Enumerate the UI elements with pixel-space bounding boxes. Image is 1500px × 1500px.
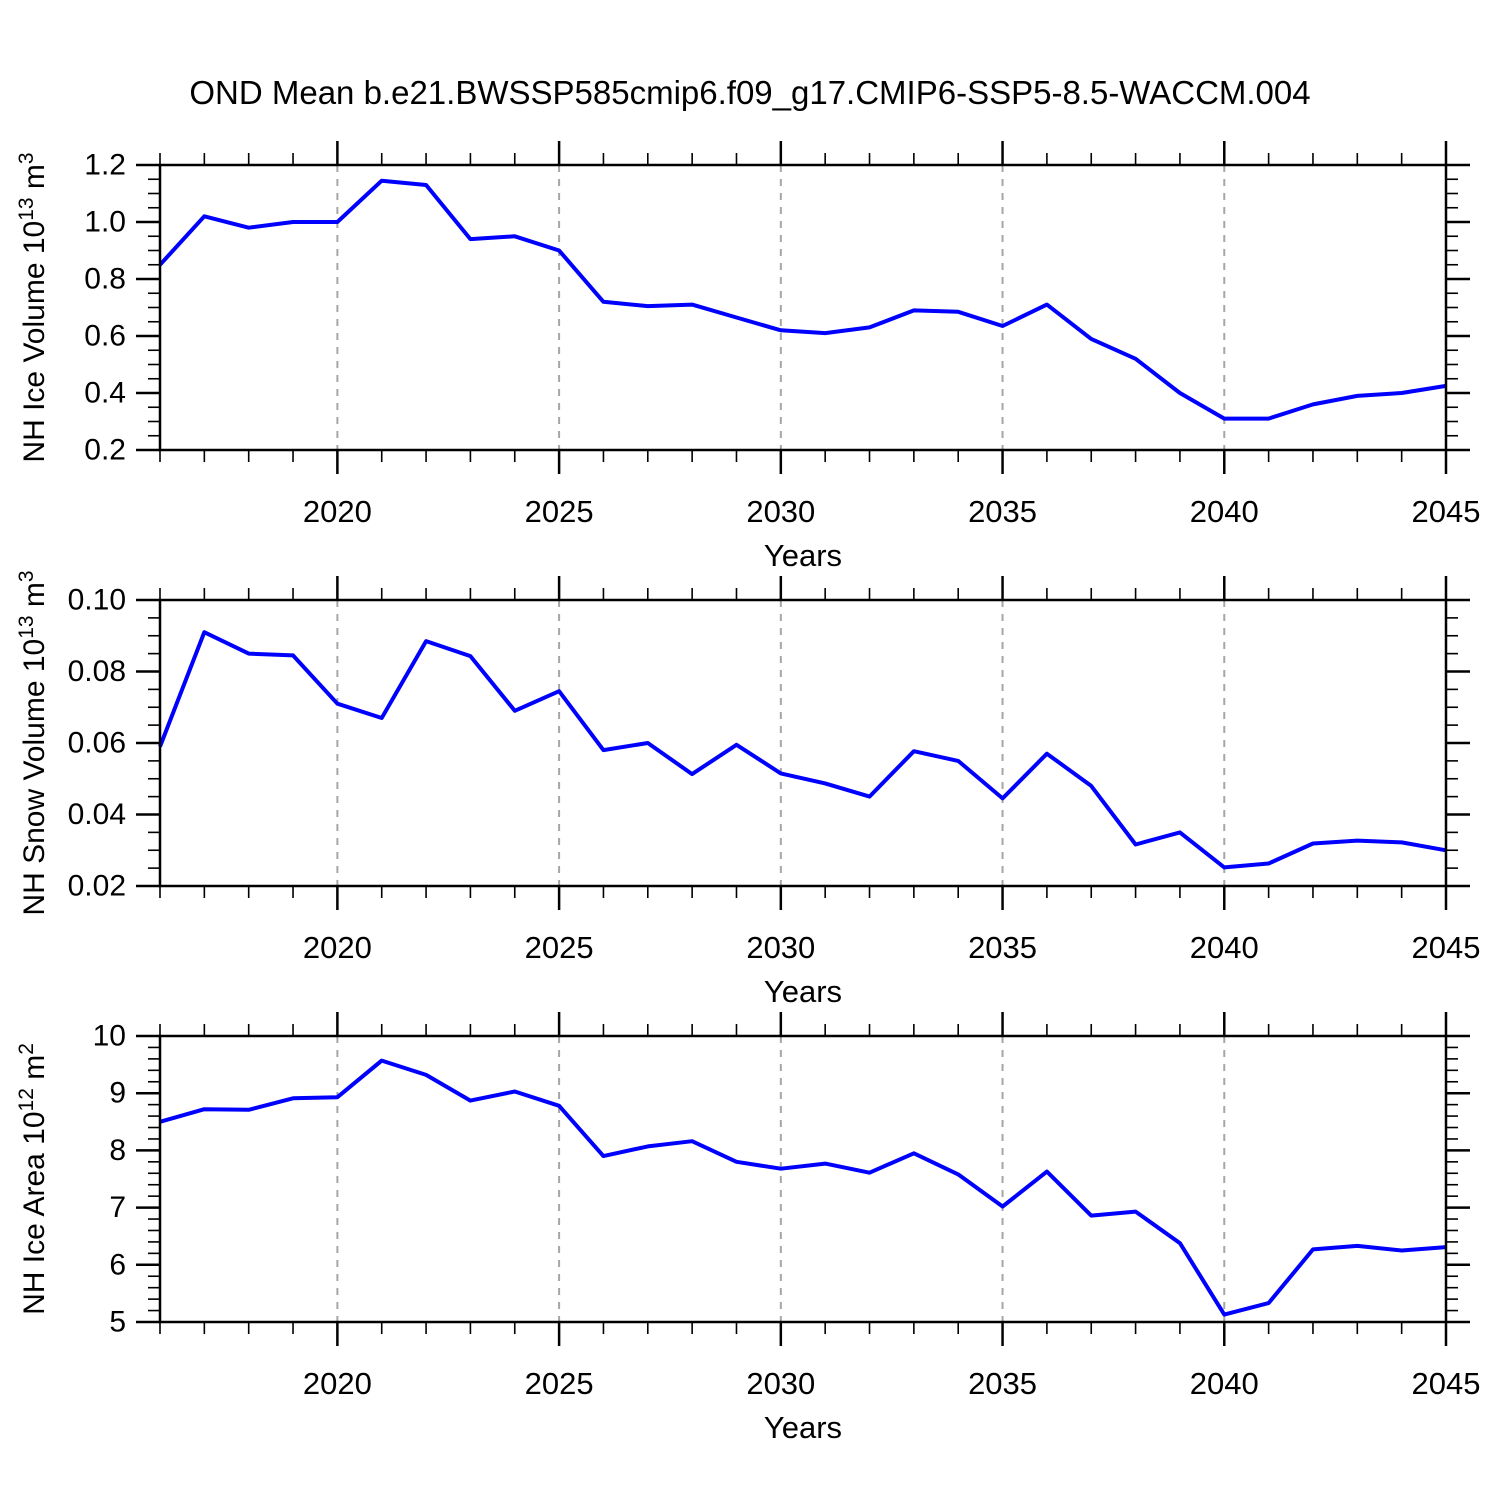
x-tick-label: 2035 — [968, 1366, 1037, 1401]
y-tick-label: 0.02 — [68, 870, 126, 903]
x-tick-label: 2045 — [1412, 930, 1481, 965]
y-tick-label: 1.0 — [84, 206, 126, 239]
x-ticks — [159, 576, 1448, 910]
x-tick-label: 2020 — [303, 1366, 372, 1401]
y-tick-label: 7 — [109, 1191, 126, 1224]
x-tick-label: 2030 — [746, 930, 815, 965]
gridlines — [336, 1036, 1226, 1322]
x-axis-title: Years — [764, 974, 842, 1009]
x-tick-label: 2025 — [525, 494, 594, 529]
y-tick-label: 8 — [109, 1134, 126, 1167]
y-ticks — [136, 163, 1470, 452]
x-ticks — [159, 1012, 1448, 1346]
nh-snow-volume-series-line — [158, 630, 1447, 870]
x-tick-label: 2040 — [1190, 494, 1259, 529]
x-tick-label: 2025 — [525, 1366, 594, 1401]
x-axis-title: Years — [764, 538, 842, 573]
x-tick-label: 2030 — [746, 494, 815, 529]
gridlines — [336, 165, 1226, 450]
x-tick-label: 2020 — [303, 930, 372, 965]
y-axis-title: NH Ice Volume 1013 m3 — [15, 152, 51, 462]
y-tick-label: 0.6 — [84, 320, 126, 353]
y-tick-label: 10 — [93, 1020, 126, 1053]
y-tick-label: 0.2 — [84, 434, 126, 467]
y-axis-title: NH Snow Volume 1013 m3 — [15, 570, 51, 915]
y-tick-label: 9 — [109, 1077, 126, 1110]
x-tick-label: 2040 — [1190, 1366, 1259, 1401]
y-tick-label: 0.06 — [68, 727, 126, 760]
y-tick-label: 5 — [109, 1306, 126, 1339]
y-tick-label: 6 — [109, 1248, 126, 1281]
y-tick-label: 1.2 — [84, 149, 126, 182]
nh-ice-area-panel: 5 6 7 8 9 10 2020 2025 2030 2035 2040 2045 Years NH I… — [15, 1012, 1480, 1445]
figure-title: OND Mean b.e21.BWSSP585cmip6.f09_g17.CMI… — [189, 74, 1311, 111]
x-tick-label: 2020 — [303, 494, 372, 529]
y-ticks — [136, 1034, 1470, 1324]
x-ticks — [159, 141, 1448, 474]
x-axis-title: Years — [764, 1410, 842, 1445]
y-tick-label: 0.4 — [84, 377, 126, 410]
x-tick-label: 2035 — [968, 494, 1037, 529]
y-ticks — [136, 598, 1470, 888]
gridlines — [336, 600, 1226, 886]
y-tick-label: 0.8 — [84, 263, 126, 296]
nh-ice-area-series-line — [159, 1058, 1447, 1317]
plot-frame — [158, 598, 1448, 888]
x-tick-label: 2035 — [968, 930, 1037, 965]
plot-frame — [158, 1034, 1448, 1324]
y-tick-label: 0.10 — [68, 584, 126, 617]
x-tick-label: 2045 — [1412, 1366, 1481, 1401]
x-tick-label: 2025 — [525, 930, 594, 965]
x-tick-label: 2045 — [1412, 494, 1481, 529]
nh-ice-volume-series-line — [158, 178, 1447, 421]
nh-snow-volume-panel: 0.02 0.04 0.06 0.08 0.10 2020 2025 2030 2035 2040… — [15, 570, 1480, 1009]
nh-ice-volume-panel: 0.2 0.4 0.6 0.8 1.0 1.2 2020 2025 2030 2035 2040 20… — [15, 141, 1480, 573]
x-tick-label: 2030 — [746, 1366, 815, 1401]
y-axis-title: NH Ice Area 1012 m2 — [15, 1043, 51, 1315]
y-tick-label: 0.08 — [68, 655, 126, 688]
x-tick-label: 2040 — [1190, 930, 1259, 965]
y-tick-label: 0.04 — [68, 798, 126, 831]
